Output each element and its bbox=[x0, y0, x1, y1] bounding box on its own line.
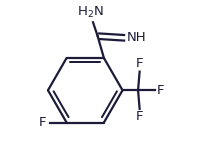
Text: F: F bbox=[136, 110, 143, 124]
Text: F: F bbox=[39, 116, 46, 129]
Text: F: F bbox=[136, 57, 143, 70]
Text: H$_2$N: H$_2$N bbox=[77, 5, 104, 20]
Text: NH: NH bbox=[127, 31, 147, 44]
Text: F: F bbox=[157, 84, 164, 97]
